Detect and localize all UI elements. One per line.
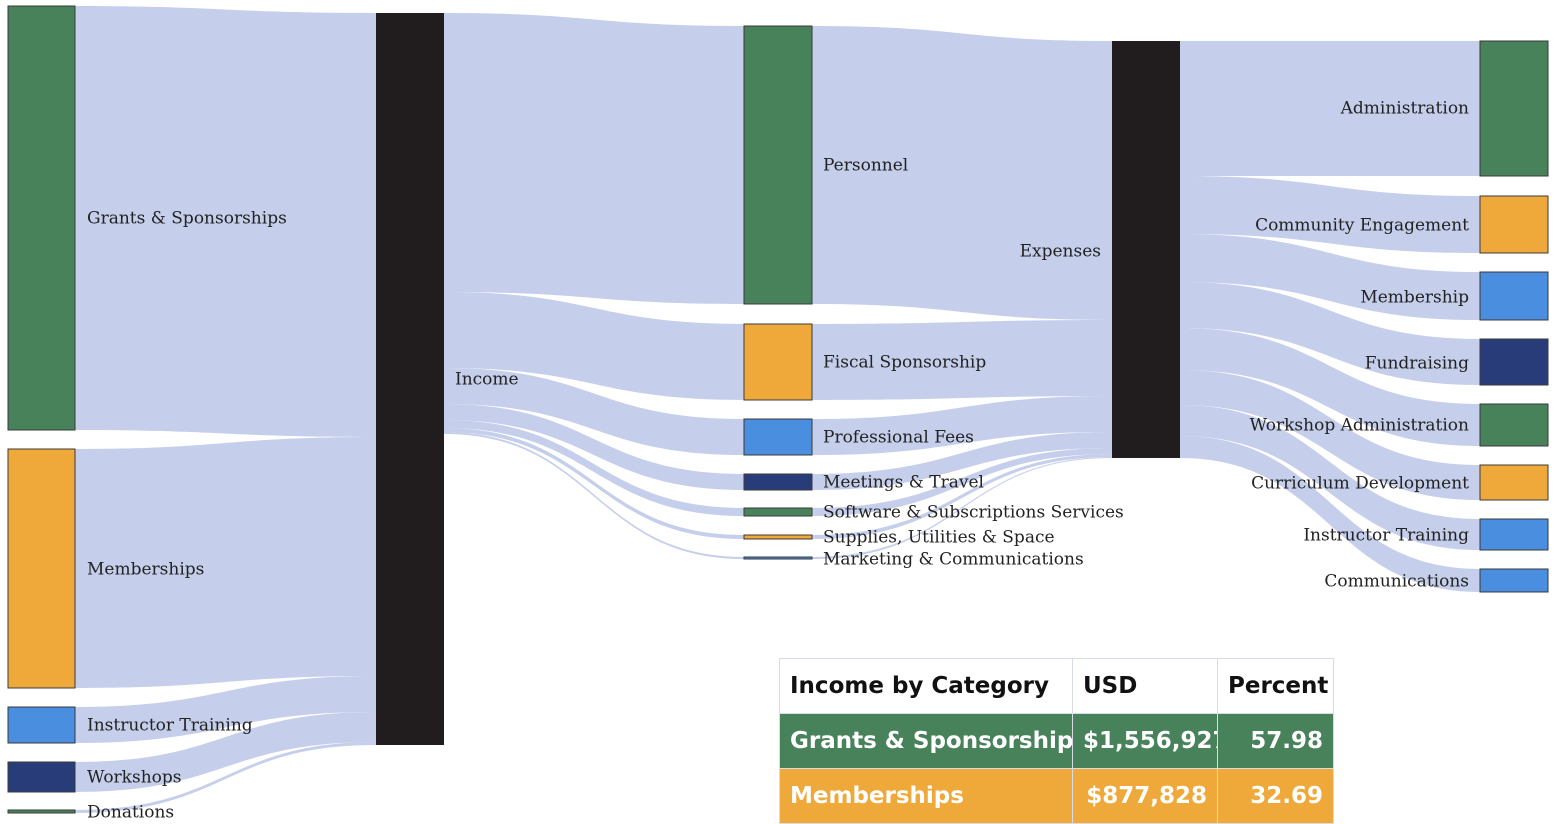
- node-meetings: [743, 473, 813, 491]
- node-label-supplies: Supplies, Utilities & Space: [823, 528, 1055, 548]
- node-membership_out: [1479, 271, 1549, 321]
- link-expenses-to-community: [1180, 176, 1480, 253]
- node-donations: [7, 809, 76, 814]
- node-software: [743, 507, 813, 517]
- sankey-nodes: [7, 5, 1549, 814]
- link-income-to-professional: [444, 368, 744, 455]
- node-label-donations: Donations: [87, 803, 174, 823]
- link-meetings-to-expenses: [812, 432, 1112, 490]
- node-label-communications: Communications: [1324, 572, 1469, 592]
- link-fiscal-to-expenses: [812, 320, 1112, 400]
- link-professional-to-expenses: [812, 396, 1112, 455]
- node-fundraising: [1479, 338, 1549, 386]
- link-expenses-to-instructor_training_out: [1180, 405, 1480, 550]
- link-software-to-expenses: [812, 448, 1112, 516]
- node-label-instructor_training_out: Instructor Training: [1303, 526, 1469, 546]
- link-income-to-personnel: [444, 13, 744, 304]
- link-income-to-fiscal: [444, 292, 744, 400]
- table-header-row: Income by Category USD Percent: [779, 658, 1334, 714]
- node-label-instructor_training_in: Instructor Training: [87, 716, 253, 736]
- row-percent: 32.69: [1217, 768, 1334, 824]
- header-usd: USD: [1072, 658, 1218, 714]
- node-professional: [743, 418, 813, 456]
- node-administration: [1479, 40, 1549, 177]
- link-expenses-to-communications: [1180, 436, 1480, 592]
- node-label-expenses: Expenses: [1020, 242, 1101, 262]
- node-personnel: [743, 25, 813, 305]
- node-supplies: [743, 534, 813, 540]
- link-marketing-to-expenses: [812, 457, 1112, 559]
- node-label-fiscal: Fiscal Sponsorship: [823, 353, 986, 373]
- row-category: Memberships: [779, 768, 1073, 824]
- sankey-labels: Grants & SponsorshipsMembershipsInstruct…: [87, 99, 1469, 823]
- node-marketing: [743, 556, 813, 560]
- row-category: Grants & Sponsorships: [779, 713, 1073, 769]
- node-income: [376, 13, 444, 745]
- header-percent: Percent: [1217, 658, 1334, 714]
- node-memberships: [7, 448, 76, 689]
- node-label-memberships: Memberships: [87, 560, 204, 580]
- node-grants: [7, 5, 76, 431]
- link-supplies-to-expenses: [812, 454, 1112, 539]
- node-label-grants: Grants & Sponsorships: [87, 209, 287, 229]
- link-grants-to-income: [75, 6, 376, 437]
- link-memberships-to-income: [75, 437, 376, 688]
- node-label-marketing: Marketing & Communications: [823, 550, 1084, 570]
- node-community: [1479, 195, 1549, 254]
- link-income-to-marketing: [444, 432, 744, 559]
- node-fiscal: [743, 323, 813, 401]
- node-label-administration: Administration: [1340, 99, 1469, 119]
- link-income-to-meetings: [444, 404, 744, 490]
- link-instructor_training_in-to-income: [75, 676, 376, 743]
- node-instructor_training_in: [7, 706, 76, 744]
- link-expenses-to-administration: [1180, 41, 1480, 176]
- node-label-community: Community Engagement: [1255, 216, 1469, 236]
- node-label-workshops: Workshops: [87, 768, 182, 788]
- row-percent: 57.98: [1217, 713, 1334, 769]
- node-label-income: Income: [455, 370, 519, 390]
- node-curriculum: [1479, 464, 1549, 501]
- node-label-meetings: Meetings & Travel: [823, 473, 984, 493]
- node-label-membership_out: Membership: [1360, 288, 1469, 308]
- node-label-personnel: Personnel: [823, 156, 908, 176]
- header-category: Income by Category: [779, 658, 1073, 714]
- table-row: Memberships $877,828 32.69: [779, 768, 1334, 824]
- link-workshops-to-income: [75, 712, 376, 792]
- node-workshops: [7, 761, 76, 793]
- link-expenses-to-membership_out: [1180, 234, 1480, 320]
- node-label-professional: Professional Fees: [823, 428, 974, 448]
- node-communications: [1479, 568, 1549, 593]
- link-income-to-software: [444, 420, 744, 516]
- node-label-fundraising: Fundraising: [1365, 354, 1469, 374]
- table-row: Grants & Sponsorships $1,556,927 57.98: [779, 713, 1334, 769]
- income-by-category-table: Income by Category USD Percent Grants & …: [779, 658, 1334, 824]
- link-income-to-supplies: [444, 428, 744, 539]
- node-label-curriculum: Curriculum Development: [1251, 474, 1469, 494]
- link-expenses-to-workshop_admin: [1180, 328, 1480, 446]
- node-label-software: Software & Subscriptions Services: [823, 503, 1124, 523]
- link-expenses-to-curriculum: [1180, 370, 1480, 500]
- row-usd: $877,828: [1072, 768, 1218, 824]
- link-expenses-to-fundraising: [1180, 282, 1480, 385]
- link-donations-to-income: [75, 742, 376, 813]
- node-label-workshop_admin: Workshop Administration: [1249, 416, 1469, 436]
- sankey-links: [75, 6, 1480, 813]
- node-workshop_admin: [1479, 403, 1549, 447]
- node-instructor_training_out: [1479, 518, 1549, 551]
- node-expenses: [1112, 41, 1180, 458]
- link-personnel-to-expenses: [812, 26, 1112, 320]
- row-usd: $1,556,927: [1072, 713, 1218, 769]
